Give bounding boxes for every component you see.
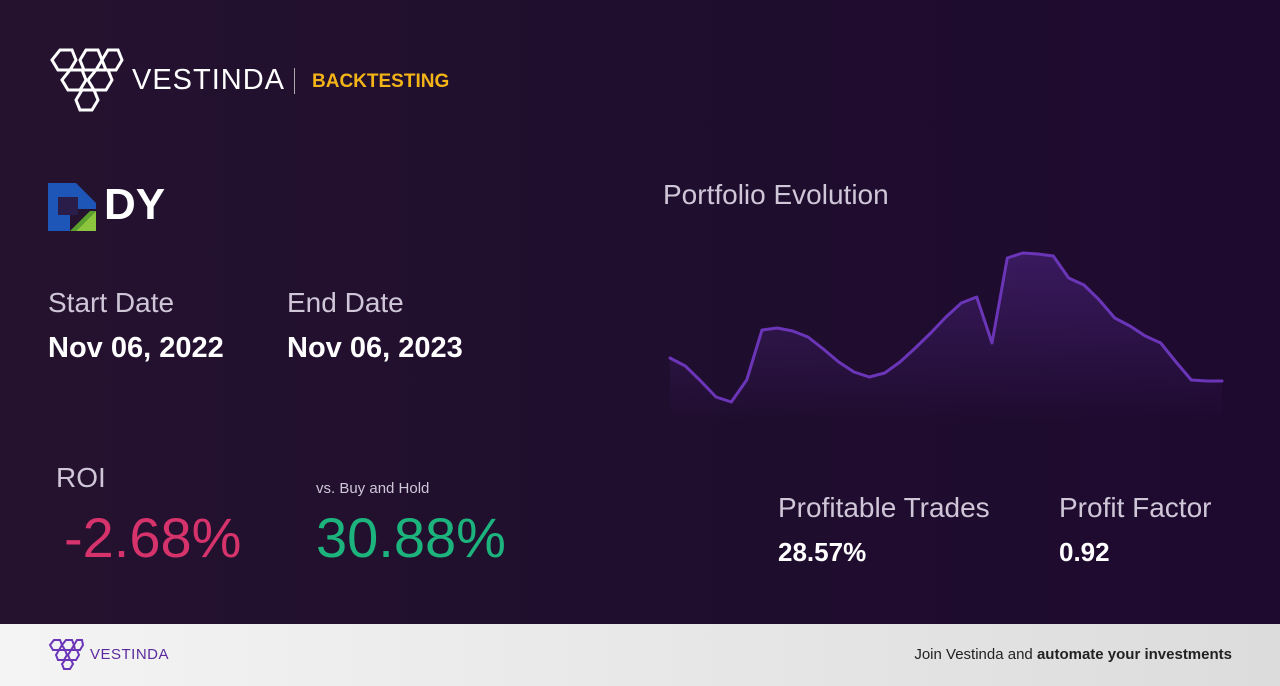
start-date: Nov 06, 2022 [48,332,224,364]
profitable-trades: 28.57% [778,537,867,567]
end-date: Nov 06, 2023 [287,332,463,364]
brand-name: VESTINDA [132,64,286,96]
footer-cta: Join Vestinda and automate your investme… [914,646,1232,663]
ticker-logo [48,183,96,231]
start-date-label: Start Date [48,287,175,318]
buy-hold-value: 30.88% [316,506,506,569]
footer: VESTINDA Join Vestinda and automate your… [0,624,1280,686]
footer-brand: VESTINDA [90,646,170,663]
line [668,251,1224,404]
chart-title: Portfolio Evolution [663,179,889,210]
brand-logo [50,48,124,112]
line-area [670,253,1222,420]
buy-hold-label: vs. Buy and Hold [316,480,430,497]
profit-factor-label: Profit Factor [1059,492,1212,523]
roi-value: -2.68% [64,506,242,569]
chart [668,251,1224,420]
divider [294,68,295,94]
footer-emphasis: automate your investments [1036,646,1232,663]
footer-logo [48,639,84,670]
profitable-trades-label: Profitable Trades [778,492,990,523]
ticker: DY [104,180,166,229]
roi-label: ROI [56,462,106,493]
footer-text: Join Vestinda and [914,646,1033,663]
end-date-label: End Date [287,287,404,318]
profit-factor: 0.92 [1059,537,1110,567]
section-name: BACKTESTING [312,71,450,92]
